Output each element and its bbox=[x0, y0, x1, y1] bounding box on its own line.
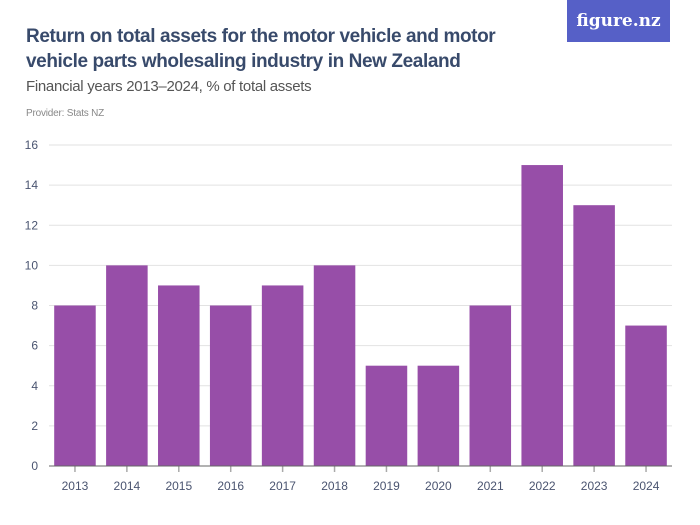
y-tick-label: 16 bbox=[25, 138, 39, 152]
x-tick-label: 2016 bbox=[217, 479, 244, 493]
bar-2021 bbox=[469, 305, 512, 466]
provider-label: Provider: Stats NZ bbox=[26, 108, 105, 119]
y-tick-label: 4 bbox=[31, 379, 38, 393]
bar-2020 bbox=[417, 365, 460, 466]
x-tick-label: 2017 bbox=[269, 479, 296, 493]
figure-nz-logo[interactable]: figure.nz bbox=[567, 0, 670, 42]
y-tick-label: 14 bbox=[25, 178, 39, 192]
x-tick-label: 2014 bbox=[114, 479, 141, 493]
bar-2015 bbox=[158, 285, 200, 466]
bar-2016 bbox=[209, 305, 252, 466]
y-tick-label: 10 bbox=[25, 258, 39, 272]
y-tick-label: 12 bbox=[25, 218, 39, 232]
y-tick-label: 2 bbox=[31, 419, 38, 433]
x-tick-label: 2019 bbox=[373, 479, 400, 493]
bar-2024 bbox=[625, 325, 667, 466]
bar-2018 bbox=[313, 265, 356, 466]
x-tick-label: 2020 bbox=[425, 479, 452, 493]
chart-title: Return on total assets for the motor veh… bbox=[26, 26, 496, 72]
bar-2014 bbox=[106, 265, 148, 466]
x-tick-label: 2023 bbox=[581, 479, 608, 493]
x-tick-label: 2013 bbox=[62, 479, 89, 493]
x-tick-label: 2022 bbox=[529, 479, 556, 493]
bar-2013 bbox=[54, 305, 96, 466]
chart-subtitle: Financial years 2013–2024, % of total as… bbox=[26, 78, 312, 95]
y-tick-label: 0 bbox=[31, 459, 38, 473]
x-tick-label: 2015 bbox=[165, 479, 192, 493]
y-tick-label: 8 bbox=[31, 299, 38, 313]
bar-2023 bbox=[573, 205, 615, 466]
bar-2017 bbox=[261, 285, 304, 466]
x-tick-label: 2024 bbox=[633, 479, 660, 493]
bar-2019 bbox=[365, 365, 408, 466]
bar-2022 bbox=[521, 165, 563, 466]
y-tick-label: 6 bbox=[31, 339, 38, 353]
x-tick-label: 2021 bbox=[477, 479, 504, 493]
x-tick-label: 2018 bbox=[321, 479, 348, 493]
